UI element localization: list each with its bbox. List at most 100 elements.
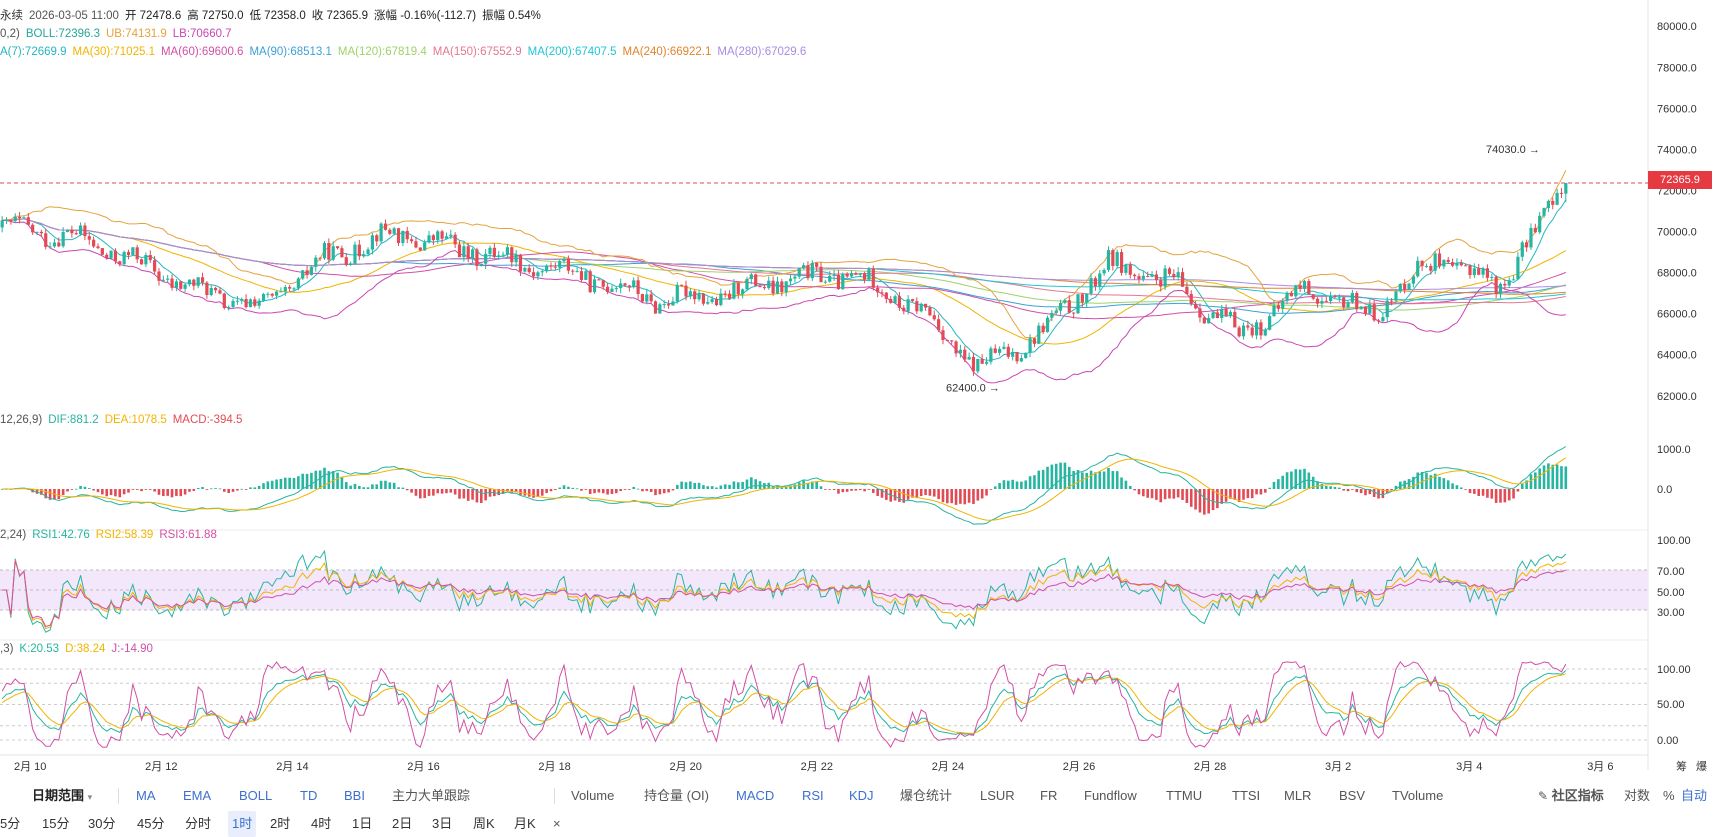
candle-body-1	[4, 219, 9, 221]
interval-5[interactable]: 1时	[228, 811, 257, 837]
macd-bar-249	[1085, 472, 1089, 489]
close-icon[interactable]: ×	[553, 816, 561, 831]
macd-bar-356	[1551, 464, 1555, 489]
sub-indicator-3[interactable]: RSI	[802, 788, 824, 803]
sub-indicator-0[interactable]: Volume	[571, 788, 615, 803]
log-scale-toggle[interactable]: 对数	[1624, 788, 1651, 803]
interval-2[interactable]: 30分	[88, 816, 116, 831]
candle-body-0	[0, 220, 4, 228]
sub-indicator-6[interactable]: LSUR	[980, 788, 1015, 803]
sub-indicator-9[interactable]: TTMU	[1166, 788, 1203, 803]
candle-body-121	[527, 267, 531, 273]
macd-bar-46	[201, 487, 204, 489]
macd-bar-67	[292, 478, 296, 489]
candle-body-128	[558, 261, 562, 268]
main-indicator-2[interactable]: BOLL	[239, 788, 273, 803]
candle-body-239	[1041, 325, 1045, 333]
date-range-button[interactable]: 日期范围 ▾	[32, 783, 92, 810]
sub-indicator-7[interactable]: FR	[1040, 788, 1058, 803]
candle-body-179	[780, 281, 784, 293]
candle-body-103	[449, 234, 453, 237]
date-tick-9: 2月 28	[1194, 761, 1226, 773]
macd-bar-282	[1229, 489, 1232, 499]
candle-body-337	[1468, 265, 1472, 276]
sub-indicator-11[interactable]: MLR	[1284, 788, 1312, 803]
main-indicator-3[interactable]: TD	[300, 788, 318, 803]
sub-indicator-1[interactable]: 持仓量 (OI)	[644, 788, 709, 803]
candle-body-312	[1359, 306, 1363, 310]
candle-body-41	[179, 281, 183, 289]
macd-bar-85	[371, 484, 374, 489]
candle-body-93	[405, 230, 409, 240]
candle-body-2	[9, 219, 13, 222]
macd-bar-241	[1050, 464, 1054, 489]
macd-bar-95	[414, 489, 418, 496]
macd-bar-84	[366, 487, 370, 489]
macd-bar-146	[636, 488, 640, 490]
candle-body-236	[1028, 338, 1032, 353]
ohlc-value-7: 振幅 0.54%	[482, 10, 541, 22]
candle-body-249	[1085, 293, 1089, 303]
kdj-value-0: ,3)	[0, 643, 14, 655]
interval-9[interactable]: 2日	[392, 816, 413, 831]
candle-body-70	[305, 270, 309, 275]
sub-indicator-12[interactable]: BSV	[1339, 788, 1366, 803]
sub-indicator-10[interactable]: TTSI	[1232, 788, 1261, 803]
interval-8[interactable]: 1日	[352, 816, 373, 831]
rsi-panel	[0, 549, 1648, 633]
macd-bar-223	[972, 489, 975, 505]
macd-bar-294	[1281, 475, 1285, 489]
macd-bar-216	[941, 489, 945, 503]
interval-0[interactable]: 5分	[0, 816, 21, 831]
price-tick-1: 78000.0	[1657, 62, 1697, 74]
macd-bar-319	[1390, 489, 1393, 491]
macd-bar-179	[780, 487, 784, 489]
candle-body-283	[1233, 311, 1237, 328]
candle-body-345	[1503, 283, 1507, 286]
sub-indicator-5[interactable]: 爆仓统计	[900, 788, 953, 803]
sub-indicator-8[interactable]: Fundflow	[1084, 788, 1137, 803]
sub-indicator-13[interactable]: TVolume	[1392, 788, 1444, 803]
macd-bar-107	[466, 489, 470, 501]
macd-bar-291	[1268, 487, 1271, 489]
macd-bar-24	[105, 489, 109, 497]
sub-indicator-2[interactable]: MACD	[736, 788, 775, 803]
candle-body-43	[187, 279, 192, 285]
interval-11[interactable]: 周K	[473, 816, 495, 831]
interval-3[interactable]: 45分	[137, 816, 165, 831]
interval-10[interactable]: 3日	[432, 816, 453, 831]
main-indicator-0[interactable]: MA	[136, 788, 156, 803]
main-indicator-5[interactable]: 主力大单跟踪	[392, 788, 471, 803]
candle-body-30	[131, 247, 135, 255]
percent-toggle[interactable]: %	[1663, 788, 1675, 803]
main-indicator-4[interactable]: BBI	[344, 788, 365, 803]
interval-1[interactable]: 15分	[42, 816, 70, 831]
candle-body-12	[52, 242, 57, 247]
interval-6[interactable]: 2时	[270, 816, 291, 831]
candle-body-356	[1551, 200, 1555, 205]
candle-body-233	[1015, 352, 1019, 362]
candle-body-31	[135, 247, 139, 260]
macd-bar-23	[101, 489, 104, 495]
macd-bar-145	[632, 486, 636, 489]
macd-bar-45	[196, 487, 200, 489]
interval-12[interactable]: 月K	[514, 816, 536, 831]
rsi-tick-3: 30.00	[1657, 607, 1685, 619]
interval-7[interactable]: 4时	[311, 816, 332, 831]
community-indicators-button[interactable]: ✎ 社区指标	[1538, 783, 1604, 809]
interval-4[interactable]: 分时	[185, 816, 212, 831]
macd-bar-308	[1342, 489, 1345, 491]
candle-body-68	[296, 278, 300, 289]
candle-body-105	[457, 244, 462, 258]
candle-body-97	[423, 242, 427, 251]
macd-bar-28	[122, 489, 126, 495]
macd-bar-44	[192, 489, 196, 491]
auto-scale-toggle[interactable]: 自动	[1681, 788, 1708, 803]
macd-bar-232	[1011, 479, 1014, 489]
candle-body-111	[484, 253, 488, 264]
macd-bar-211	[919, 489, 923, 497]
macd-bar-276	[1203, 489, 1206, 515]
main-indicator-1[interactable]: EMA	[183, 788, 212, 803]
sub-indicator-4[interactable]: KDJ	[849, 788, 874, 803]
